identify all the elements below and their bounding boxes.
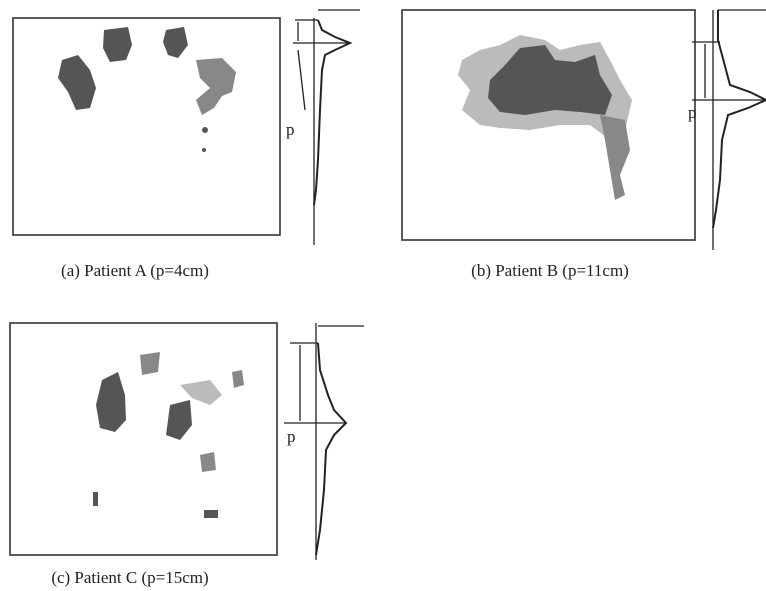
panel-c: p (c) Patient C (p=15cm) [10, 323, 364, 587]
arrow [298, 50, 305, 110]
profile-curve [316, 343, 346, 555]
marker: p [287, 427, 296, 446]
caption: (a) Patient A (p=4cm) [61, 261, 209, 280]
region [200, 452, 216, 472]
region [232, 370, 244, 388]
region [202, 148, 206, 152]
marker: p [688, 103, 697, 122]
region [93, 492, 98, 506]
marker: p [286, 120, 295, 139]
caption: (b) Patient B (p=11cm) [471, 261, 629, 280]
profile-curve [314, 20, 350, 205]
image-frame [13, 18, 280, 235]
caption: (c) Patient C (p=15cm) [51, 568, 208, 587]
region [140, 352, 160, 375]
panel-a: p (a) Patient A (p=4cm) [13, 10, 360, 280]
figure: p (a) Patient A (p=4cm) p (b) Patient B … [0, 0, 766, 591]
region [202, 127, 208, 133]
profile-curve [713, 10, 766, 228]
panel-b: p (b) Patient B (p=11cm) [402, 10, 766, 280]
region [204, 510, 218, 518]
